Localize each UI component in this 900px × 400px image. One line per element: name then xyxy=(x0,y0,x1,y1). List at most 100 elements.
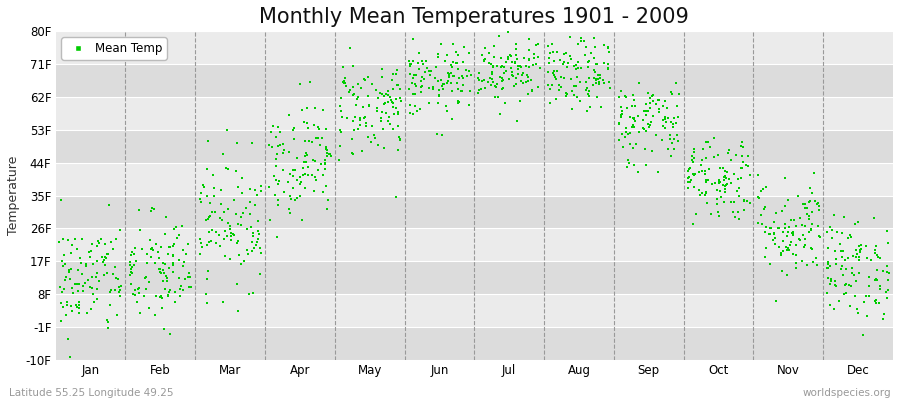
Point xyxy=(663,132,678,138)
Point xyxy=(135,246,149,252)
Point xyxy=(824,276,838,282)
Point xyxy=(739,162,753,168)
Point xyxy=(306,157,320,163)
Point xyxy=(645,98,660,104)
Point xyxy=(717,174,732,180)
Point xyxy=(547,68,562,74)
Point xyxy=(230,281,245,287)
Point xyxy=(562,53,577,60)
Point xyxy=(320,206,334,212)
Point xyxy=(301,163,315,170)
Point xyxy=(294,216,309,223)
Point xyxy=(455,59,470,66)
Point xyxy=(546,58,561,64)
Point xyxy=(283,192,297,199)
Point xyxy=(158,273,173,279)
Point xyxy=(218,228,232,234)
Point xyxy=(446,116,460,122)
Point xyxy=(850,219,865,226)
Point xyxy=(482,60,497,66)
Point xyxy=(811,223,825,230)
Point xyxy=(881,277,896,283)
Point xyxy=(583,50,598,56)
Point xyxy=(778,220,792,227)
Point xyxy=(564,106,579,112)
Point xyxy=(403,62,418,69)
Point xyxy=(580,85,594,91)
Point xyxy=(402,102,417,108)
Point xyxy=(696,146,710,152)
Point xyxy=(849,254,863,260)
Point xyxy=(577,38,591,44)
Point xyxy=(798,236,813,242)
Point xyxy=(717,177,732,184)
Point xyxy=(71,302,86,308)
Point xyxy=(806,209,820,216)
Point xyxy=(637,146,652,152)
Bar xyxy=(56,228,893,261)
Point xyxy=(145,245,159,251)
Point xyxy=(75,271,89,278)
Point xyxy=(517,55,531,61)
Point xyxy=(85,241,99,248)
Point xyxy=(731,176,745,182)
Point xyxy=(334,108,348,114)
Point xyxy=(776,238,790,244)
Point xyxy=(173,286,187,292)
Point xyxy=(147,206,161,212)
Point xyxy=(636,117,651,123)
Point xyxy=(386,126,400,133)
Point xyxy=(838,257,852,264)
Point xyxy=(579,44,593,51)
Point xyxy=(734,175,748,181)
Point xyxy=(337,78,351,84)
Point xyxy=(680,184,695,191)
Point xyxy=(828,256,842,262)
Point xyxy=(511,66,526,72)
Point xyxy=(106,246,121,252)
Point xyxy=(283,171,297,178)
Point xyxy=(513,63,527,69)
Point xyxy=(351,94,365,100)
Point xyxy=(127,262,141,268)
Point xyxy=(612,94,626,100)
Point xyxy=(843,282,858,289)
Point xyxy=(213,215,228,222)
Point xyxy=(201,215,215,222)
Point xyxy=(412,106,427,112)
Point xyxy=(824,227,839,233)
Point xyxy=(129,257,143,264)
Point xyxy=(872,300,886,307)
Point xyxy=(572,98,587,104)
Point xyxy=(734,165,748,171)
Point xyxy=(548,74,562,80)
Point xyxy=(742,172,757,178)
Point xyxy=(789,252,804,259)
Point xyxy=(707,135,722,142)
Point xyxy=(827,278,842,284)
Point xyxy=(251,231,266,237)
Point xyxy=(614,88,628,94)
Point xyxy=(500,26,514,32)
Point xyxy=(667,114,681,121)
Point xyxy=(319,161,333,168)
Point xyxy=(403,110,418,116)
Point xyxy=(221,166,236,172)
Point xyxy=(579,79,593,85)
Point xyxy=(582,75,597,81)
Point xyxy=(626,121,641,128)
Point xyxy=(639,128,653,134)
Point xyxy=(726,198,741,205)
Point xyxy=(297,159,311,165)
Point xyxy=(686,171,700,177)
Point xyxy=(491,94,506,101)
Point xyxy=(660,105,674,112)
Point xyxy=(320,144,334,151)
Point xyxy=(614,113,628,119)
Point xyxy=(153,294,167,300)
Point xyxy=(246,230,260,236)
Point xyxy=(346,118,360,124)
Point xyxy=(70,281,85,288)
Point xyxy=(215,217,230,224)
Point xyxy=(391,123,405,129)
